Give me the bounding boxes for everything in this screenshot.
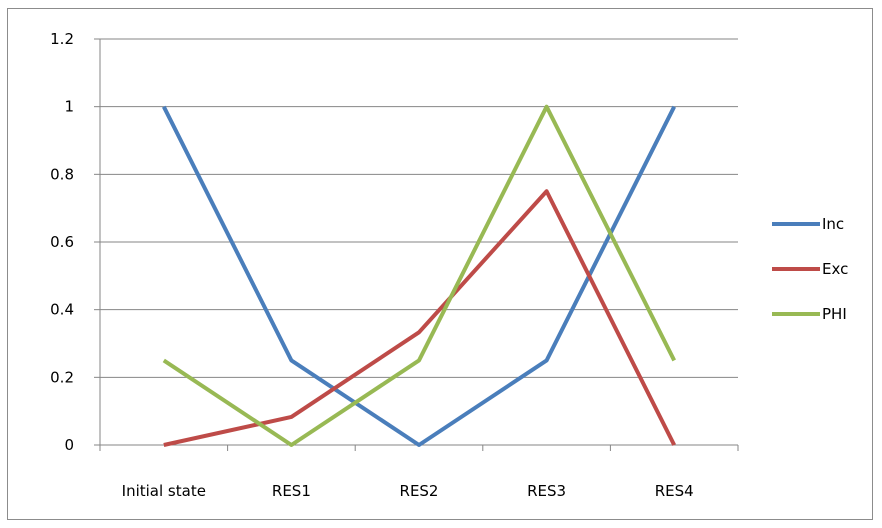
series-line-inc	[162, 105, 676, 447]
legend-label: Inc	[822, 215, 844, 233]
x-axis-ticks: Initial state RES1 RES2 RES3 RES4	[99, 445, 739, 500]
y-tick-label: 0.6	[50, 233, 74, 251]
x-tick-label: Initial state	[122, 482, 206, 500]
x-tick-label: RES1	[272, 482, 311, 500]
x-tick-label: RES2	[400, 482, 439, 500]
legend: Inc Exc PHI	[772, 215, 848, 323]
chart-area	[7, 8, 873, 520]
y-tick-label: 1	[64, 98, 74, 116]
legend-label: PHI	[822, 305, 847, 323]
y-axis-ticks: 0 0.2 0.4 0.6 0.8 1 1.2	[50, 30, 100, 454]
y-tick-label: 0.8	[50, 165, 74, 183]
x-tick-label: RES4	[655, 482, 694, 500]
y-tick-label: 1.2	[50, 30, 74, 48]
legend-label: Exc	[822, 260, 848, 278]
gridlines	[100, 38, 738, 378]
y-tick-label: 0.4	[50, 301, 74, 319]
y-tick-label: 0	[64, 436, 74, 454]
y-tick-label: 0.2	[50, 368, 74, 386]
series-line-phi	[162, 104, 676, 447]
x-tick-label: RES3	[527, 482, 566, 500]
series-line-exc	[163, 189, 676, 447]
series-lines	[162, 104, 676, 447]
